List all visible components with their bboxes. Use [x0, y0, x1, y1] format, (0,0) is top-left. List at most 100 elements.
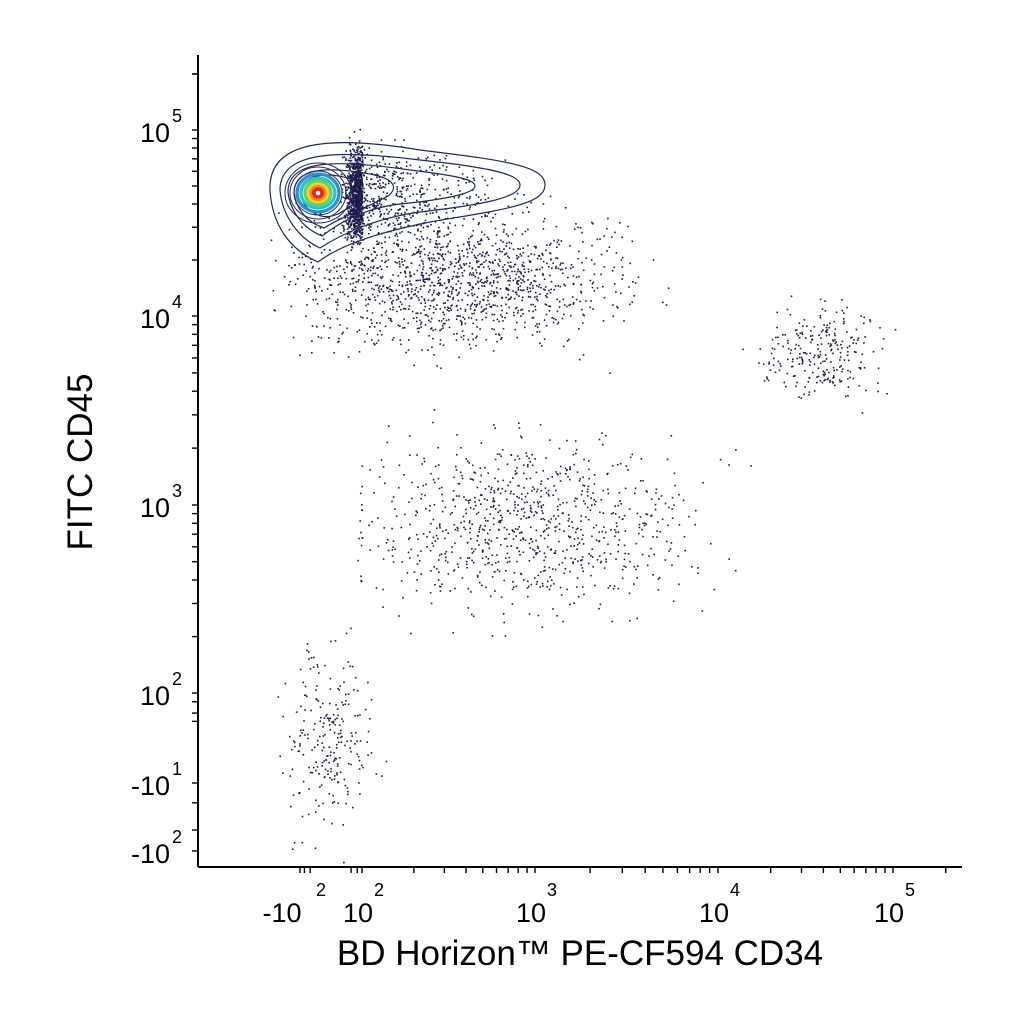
event-dot [445, 550, 448, 553]
event-dot [403, 307, 405, 310]
event-dot [302, 274, 304, 276]
event-dot [454, 207, 457, 210]
event-dot [388, 294, 391, 297]
event-dot [405, 351, 407, 354]
event-dot [320, 784, 323, 786]
event-dot [290, 305, 293, 308]
event-dot [380, 334, 383, 336]
event-dot [490, 220, 492, 223]
event-dot [378, 195, 380, 198]
event-dot [360, 173, 363, 175]
event-dot [338, 757, 341, 759]
event-dot [442, 269, 444, 271]
event-dot [370, 319, 372, 321]
event-dot [468, 502, 470, 504]
event-dot [385, 198, 387, 201]
event-dot [436, 268, 439, 271]
event-dot [508, 275, 511, 277]
event-dot [543, 559, 545, 562]
event-dot [427, 315, 429, 318]
event-dot [398, 208, 401, 211]
event-dot [340, 173, 343, 176]
event-dot [395, 299, 398, 301]
event-dot [337, 277, 339, 279]
event-dot [420, 493, 423, 496]
event-dot [457, 249, 460, 252]
event-dot [431, 172, 434, 175]
event-dot [407, 185, 409, 187]
event-dot [397, 296, 399, 298]
event-dot [502, 613, 505, 615]
event-dot [494, 242, 497, 245]
event-dot [619, 222, 621, 224]
event-dot [526, 206, 528, 209]
event-dot [491, 261, 494, 263]
event-dot [530, 303, 532, 306]
event-dot [343, 778, 346, 781]
event-dot [463, 520, 466, 523]
event-dot [292, 740, 295, 742]
event-dot [466, 304, 469, 306]
event-dot [434, 328, 437, 331]
event-dot [347, 703, 350, 706]
event-dot [559, 503, 561, 506]
event-dot [508, 298, 510, 301]
event-dot [485, 508, 488, 511]
event-dot [406, 209, 408, 211]
event-dot [451, 278, 454, 280]
event-dot [498, 453, 501, 456]
event-dot [332, 230, 335, 233]
event-dot [452, 498, 455, 501]
event-dot [852, 342, 855, 344]
event-dot [398, 260, 401, 263]
event-dot [527, 244, 529, 247]
event-dot [345, 165, 348, 168]
event-dot [352, 199, 354, 202]
event-dot [821, 308, 824, 310]
event-dot [361, 201, 364, 204]
event-dot [479, 328, 481, 330]
event-dot [486, 236, 489, 239]
event-dot [345, 277, 347, 280]
event-dot [519, 248, 521, 250]
event-dot [288, 264, 290, 267]
event-dot [364, 708, 367, 711]
event-dot [825, 358, 828, 360]
event-dot [384, 183, 387, 186]
event-dot [607, 472, 609, 475]
event-dot [493, 500, 496, 503]
event-dot [419, 319, 421, 322]
event-dot [588, 468, 590, 471]
event-dot [354, 190, 356, 192]
event-dot [437, 231, 439, 234]
event-dot [472, 508, 475, 510]
event-dot [518, 526, 520, 528]
event-dot [439, 284, 442, 286]
event-dot [555, 257, 557, 259]
event-dot [366, 741, 368, 743]
event-dot [422, 533, 425, 535]
event-dot [849, 376, 851, 379]
event-dot [390, 289, 393, 291]
event-dot [419, 279, 421, 282]
event-dot [494, 590, 496, 592]
event-dot [425, 201, 428, 203]
event-dot [387, 213, 389, 215]
event-dot [422, 276, 424, 279]
event-dot [469, 196, 471, 198]
event-dot [516, 336, 519, 339]
event-dot [472, 274, 475, 277]
event-dot [567, 535, 570, 537]
event-dot [508, 560, 511, 563]
event-dot [438, 292, 441, 295]
event-dot [308, 244, 310, 247]
event-dot [435, 197, 437, 200]
event-dot [404, 298, 407, 300]
contour-fill [295, 172, 341, 214]
event-dot [486, 542, 489, 544]
event-dot [299, 354, 301, 356]
event-dot [349, 162, 351, 164]
event-dot [549, 521, 552, 524]
event-dot [349, 209, 352, 212]
event-dot [410, 297, 412, 300]
